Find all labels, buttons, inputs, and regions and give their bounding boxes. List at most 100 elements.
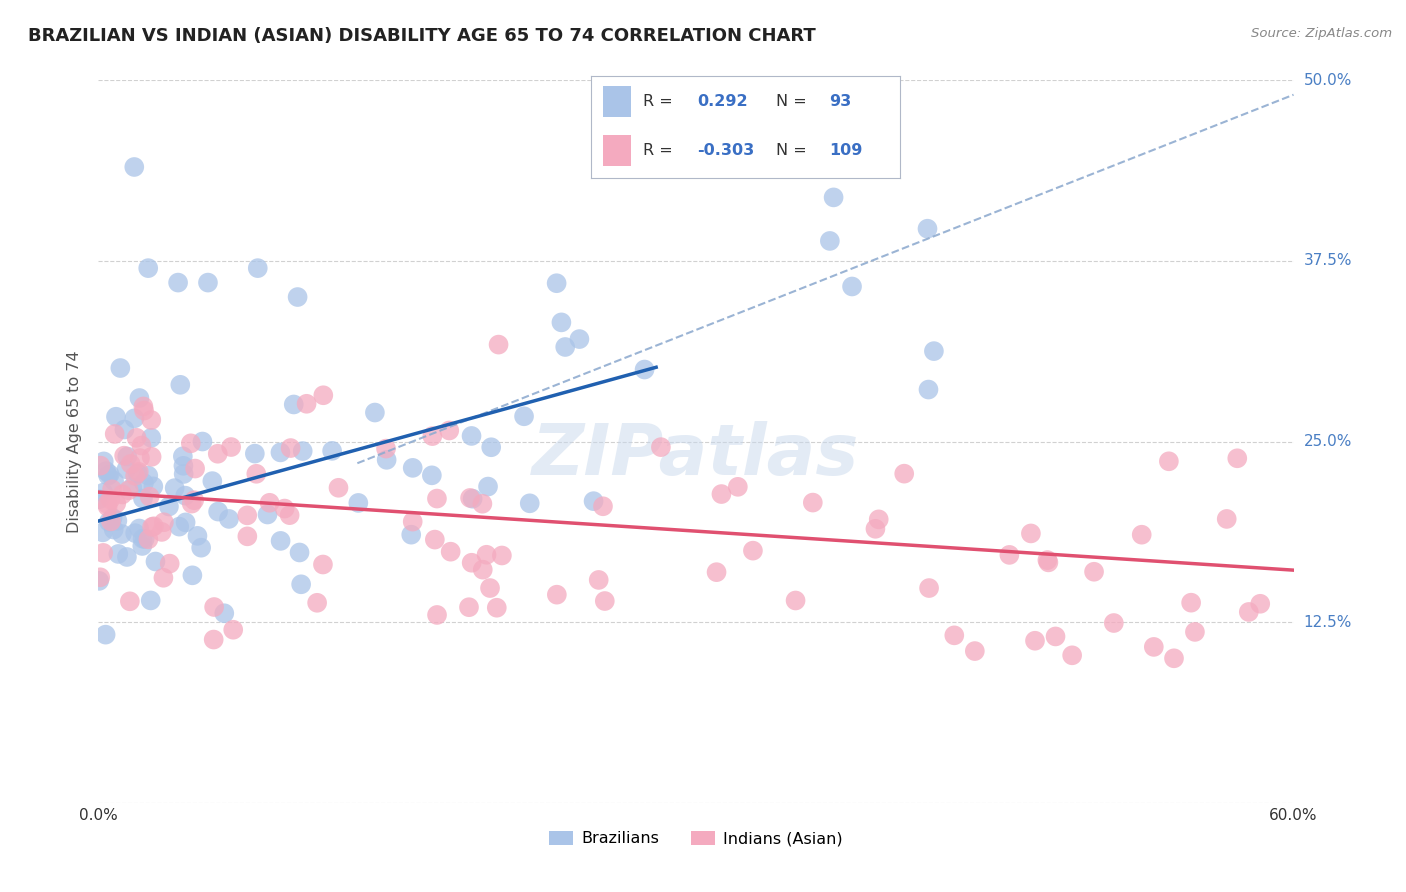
Point: [706, 565, 728, 579]
Point: [103, 523, 125, 537]
Point: [105, 496, 128, 510]
Point: [283, 397, 305, 411]
Point: [128, 391, 150, 405]
Point: [865, 522, 887, 536]
Point: [93, 485, 115, 500]
Point: [328, 481, 350, 495]
Point: [124, 411, 146, 425]
Point: [1184, 624, 1206, 639]
Point: [163, 481, 186, 495]
Point: [197, 276, 219, 290]
Point: [1249, 597, 1271, 611]
Point: [128, 465, 150, 479]
Point: [1045, 629, 1067, 643]
Point: [458, 491, 481, 505]
Point: [207, 447, 229, 461]
Point: [280, 441, 302, 455]
Point: [180, 497, 202, 511]
Point: [152, 571, 174, 585]
Point: [488, 337, 510, 351]
Text: 37.5%: 37.5%: [1303, 253, 1353, 268]
Point: [153, 515, 176, 529]
Point: [519, 496, 541, 510]
Point: [1163, 651, 1185, 665]
Point: [295, 397, 318, 411]
Point: [273, 501, 295, 516]
Point: [201, 474, 224, 488]
Point: [98, 492, 121, 507]
Point: [141, 431, 163, 445]
Point: [111, 487, 134, 501]
Point: [98, 467, 121, 482]
Point: [287, 290, 309, 304]
Point: [633, 362, 655, 376]
Point: [818, 234, 841, 248]
Text: N =: N =: [776, 95, 807, 110]
Point: [307, 596, 329, 610]
Point: [125, 431, 148, 445]
Point: [132, 475, 155, 490]
Point: [402, 515, 425, 529]
Point: [180, 436, 202, 450]
Point: [138, 533, 160, 547]
Point: [89, 458, 111, 473]
Bar: [603, 87, 631, 117]
Point: [963, 644, 986, 658]
Text: Source: ZipAtlas.com: Source: ZipAtlas.com: [1251, 27, 1392, 40]
Point: [124, 526, 146, 541]
Point: [214, 607, 236, 621]
Point: [184, 461, 207, 475]
Point: [236, 529, 259, 543]
Point: [801, 495, 824, 509]
Point: [89, 574, 111, 588]
Point: [91, 546, 114, 560]
Point: [110, 361, 132, 376]
Point: [141, 413, 163, 427]
Point: [375, 442, 398, 456]
Point: [219, 440, 242, 454]
Point: [111, 527, 134, 541]
Point: [477, 479, 499, 493]
Text: 50.0%: 50.0%: [1303, 73, 1351, 87]
Point: [568, 332, 591, 346]
Point: [157, 500, 180, 514]
Point: [461, 491, 484, 506]
Point: [93, 454, 115, 468]
Point: [124, 160, 146, 174]
Point: [291, 444, 314, 458]
Text: R =: R =: [643, 144, 673, 158]
Point: [97, 468, 120, 483]
Point: [312, 388, 335, 402]
Point: [479, 581, 502, 595]
Point: [97, 500, 120, 514]
Point: [129, 451, 152, 466]
Point: [91, 525, 114, 540]
Point: [218, 512, 240, 526]
Point: [399, 527, 422, 541]
Point: [207, 505, 229, 519]
Point: [131, 532, 153, 546]
Legend: Brazilians, Indians (Asian): Brazilians, Indians (Asian): [543, 824, 849, 853]
Text: N =: N =: [776, 144, 807, 158]
Point: [475, 548, 498, 562]
Point: [785, 593, 807, 607]
Point: [259, 496, 281, 510]
Point: [190, 541, 212, 555]
Point: [131, 539, 153, 553]
Point: [423, 533, 446, 547]
Point: [127, 467, 149, 481]
Point: [141, 520, 163, 534]
Bar: [603, 136, 631, 166]
Point: [181, 568, 204, 582]
Point: [1102, 615, 1125, 630]
Point: [917, 383, 939, 397]
Point: [1062, 648, 1084, 663]
Point: [491, 549, 513, 563]
Point: [191, 434, 214, 449]
Point: [174, 516, 197, 530]
Point: [107, 547, 129, 561]
Point: [420, 468, 443, 483]
Point: [998, 548, 1021, 562]
Point: [546, 277, 568, 291]
Point: [922, 344, 945, 359]
